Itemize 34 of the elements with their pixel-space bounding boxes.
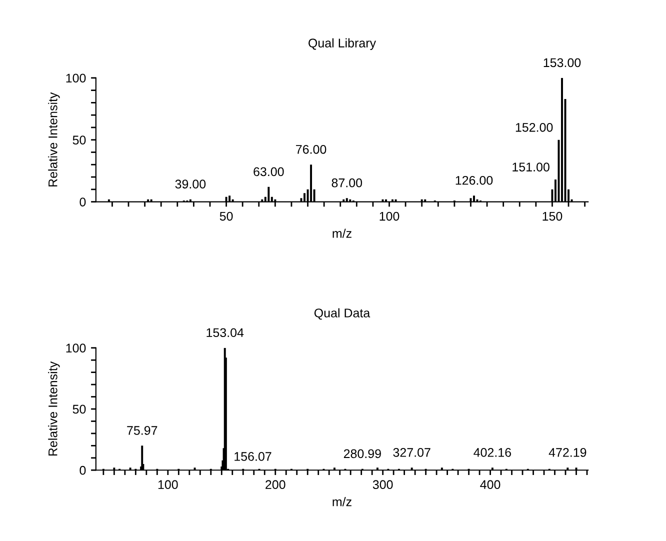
y-axis-title: Relative Intensity — [48, 361, 60, 456]
y-tick-label: 0 — [80, 198, 86, 206]
annotation: 39.00 — [175, 180, 206, 189]
annotation: 327.07 — [393, 448, 430, 457]
annotation: 472.19 — [548, 448, 586, 457]
y-tick-label: 0 — [80, 466, 86, 475]
annotation: 76.00 — [296, 144, 326, 154]
y-tick-label: 50 — [72, 404, 86, 414]
annotation: 151.00 — [512, 162, 550, 172]
x-tick-label: 200 — [266, 480, 286, 490]
annotation: 156.07 — [234, 452, 272, 461]
x-axis-title: m/z — [332, 497, 352, 506]
x-tick-label: 50 — [220, 212, 233, 221]
x-axis-title: m/z — [332, 228, 352, 238]
y-axis-title: Relative Intensity — [48, 92, 60, 186]
annotation: 402.16 — [474, 448, 512, 457]
annotation: 63.00 — [254, 167, 284, 176]
annotation: 280.99 — [344, 449, 381, 458]
annotation: 126.00 — [456, 176, 493, 185]
y-tick-label: 50 — [72, 136, 86, 144]
annotation: 153.00 — [544, 58, 581, 68]
annotation: 152.00 — [516, 122, 553, 132]
x-tick-label: 150 — [542, 212, 562, 221]
annotation: 153.04 — [206, 328, 244, 338]
x-tick-label: 100 — [380, 212, 400, 221]
y-tick-label: 100 — [66, 344, 86, 353]
x-tick-label: 300 — [372, 480, 393, 490]
chart-title: Qual Data — [314, 308, 370, 320]
annotation: 87.00 — [332, 178, 362, 188]
chart-title: Qual Library — [308, 38, 376, 50]
y-tick-label: 100 — [66, 74, 86, 83]
x-tick-label: 400 — [480, 480, 500, 490]
annotation: 75.97 — [127, 426, 158, 435]
x-tick-label: 100 — [158, 480, 178, 490]
